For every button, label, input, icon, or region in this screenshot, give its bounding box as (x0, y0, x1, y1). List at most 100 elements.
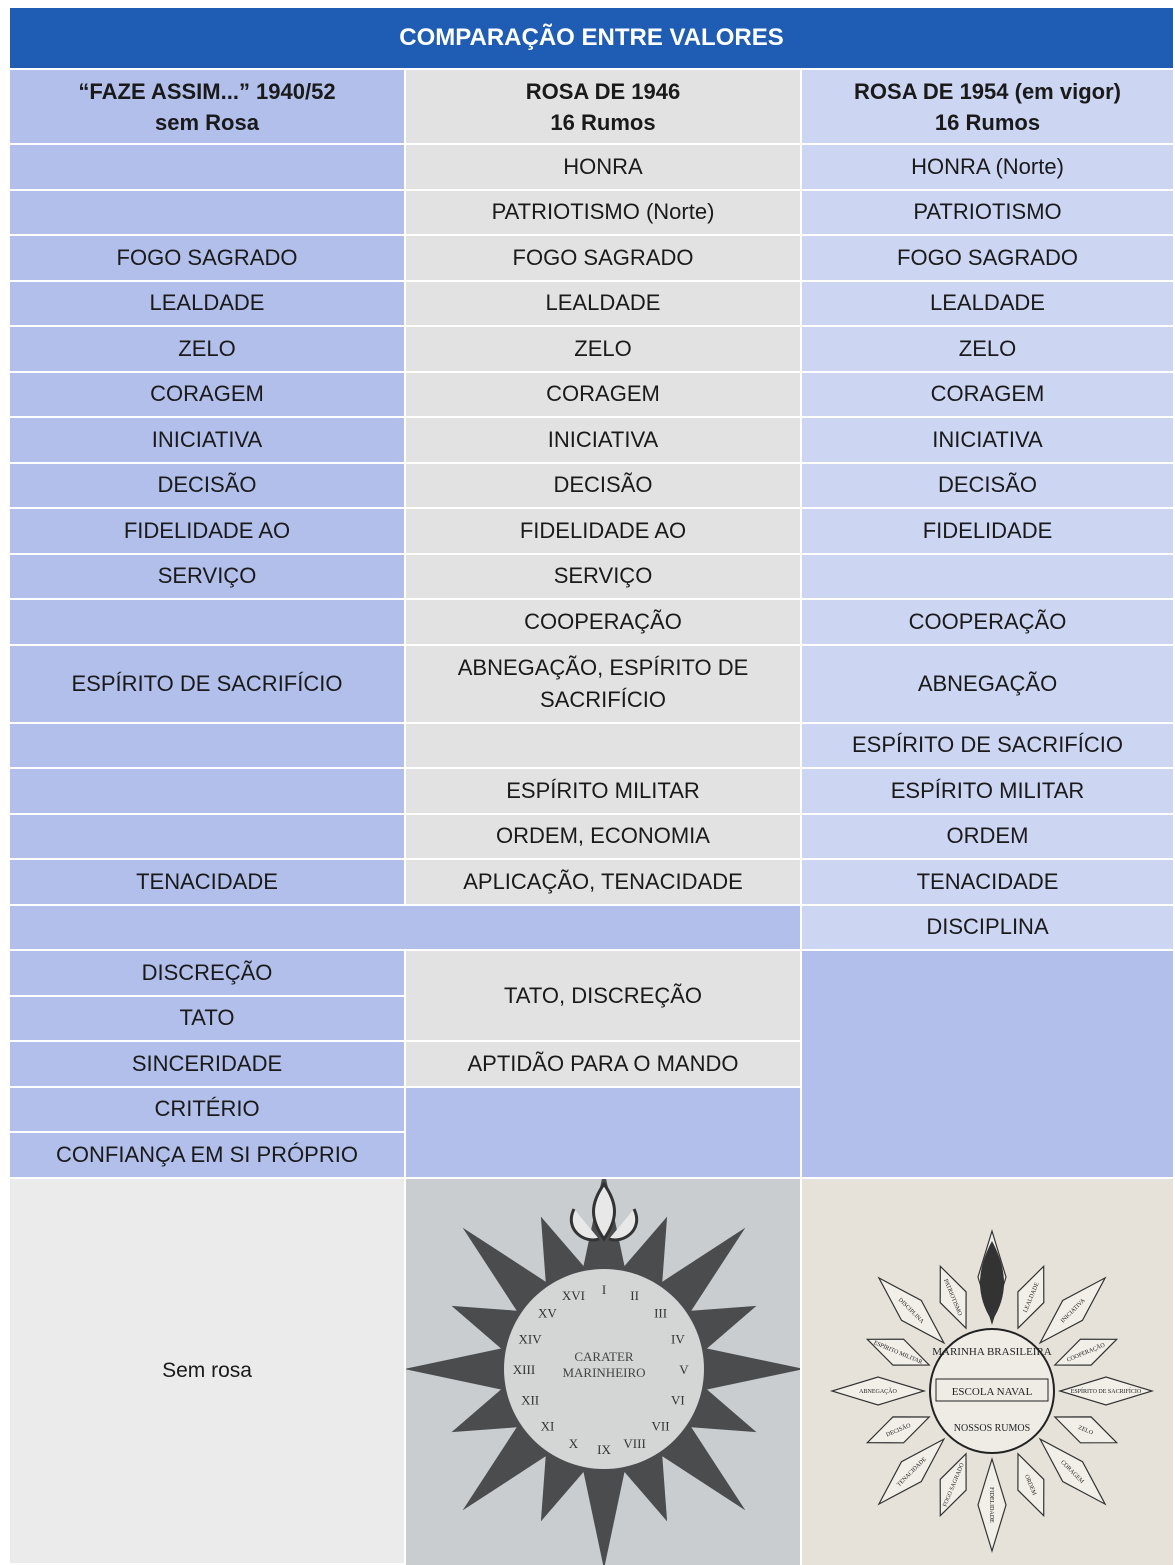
center-text: ESCOLA NAVAL (952, 1386, 1033, 1398)
table-cell: SERVIÇO (10, 554, 406, 600)
empty-cell (802, 951, 1175, 1179)
ray (1017, 1264, 1045, 1330)
dial-numeral: X (569, 1435, 579, 1450)
dial-numeral: XV (538, 1305, 557, 1320)
table-cell: ZELO (802, 327, 1175, 373)
column-title: ROSA DE 1954 (em vigor) (854, 78, 1121, 104)
dial-numeral: XIV (519, 1331, 543, 1346)
table-cell: DECISÃO (802, 463, 1175, 509)
image-caption: Sem rosa (10, 1178, 406, 1565)
ray (1017, 1451, 1045, 1517)
table-cell: TENACIDADE (10, 860, 406, 906)
table-cell: DISCREÇÃO (10, 951, 406, 997)
empty-cell (10, 145, 406, 191)
dial (504, 1268, 704, 1469)
ring-bottom-text: NOSSOS RUMOS (954, 1423, 1030, 1434)
dial-numeral: VIII (623, 1435, 645, 1450)
table-cell: TATO (10, 996, 406, 1042)
dial-center-text: MARINHEIRO (562, 1365, 645, 1380)
empty-cell (10, 769, 406, 815)
empty-cell (10, 905, 802, 951)
table-cell: INICIATIVA (10, 418, 406, 464)
table-title: COMPARAÇÃO ENTRE VALORES (10, 8, 1175, 70)
empty-cell (406, 1087, 802, 1179)
table-cell: FIDELIDADE (802, 509, 1175, 555)
ray-label: ESPÍRITO DE SACRIFÍCIO (1071, 1387, 1142, 1395)
table-cell: CONFIANÇA EM SI PRÓPRIO (10, 1133, 406, 1179)
table-cell: SINCERIDADE (10, 1042, 406, 1088)
dial-numeral: XIII (513, 1362, 535, 1377)
ray (1038, 1437, 1107, 1506)
table-cell: COOPERAÇÃO (406, 600, 802, 646)
ring-top-text: MARINHA BRASILEIRA (932, 1346, 1052, 1358)
ray (977, 1456, 1007, 1553)
ray (1053, 1415, 1119, 1443)
table-cell: LEALDADE (10, 281, 406, 327)
table-cell: ZELO (10, 327, 406, 373)
table-cell: HONRA (406, 145, 802, 191)
table-cell: LEALDADE (406, 281, 802, 327)
dial-numeral: VI (671, 1392, 685, 1407)
ray-label: ZELO (1077, 1425, 1094, 1437)
ray (877, 1275, 946, 1344)
column-subtitle: 16 Rumos (934, 109, 1041, 135)
table-cell: PATRIOTISMO (802, 190, 1175, 236)
dial-numeral: IX (597, 1442, 611, 1457)
table-cell: ESPÍRITO MILITAR (406, 769, 802, 815)
table-cell: FIDELIDADE AO (10, 509, 406, 555)
column-header: “FAZE ASSIM...” 1940/52 sem Rosa (10, 70, 406, 145)
dial-numeral: III (654, 1305, 667, 1320)
dial-numeral: I (602, 1282, 606, 1297)
table-cell: LEALDADE (802, 281, 1175, 327)
column-subtitle: sem Rosa (155, 109, 259, 135)
dial-numeral: VII (652, 1418, 670, 1433)
ray (1038, 1275, 1107, 1344)
ray-label: FIDELIDADE (988, 1487, 994, 1523)
table-cell: DECISÃO (406, 463, 802, 509)
center-band (935, 1378, 1049, 1401)
table-cell: APLICAÇÃO, TENACIDADE (406, 860, 802, 906)
ray (1057, 1375, 1155, 1406)
table-cell: ORDEM (802, 814, 1175, 860)
table-cell: ESPÍRITO MILITAR (802, 769, 1175, 815)
table-cell: APTIDÃO PARA O MANDO (406, 1042, 802, 1088)
empty-cell (10, 814, 406, 860)
column-subtitle: 16 Rumos (550, 109, 656, 135)
table-cell: ABNEGAÇÃO (802, 645, 1175, 724)
ray (939, 1451, 967, 1517)
dial-numeral: XI (541, 1418, 555, 1433)
table-cell: FOGO SAGRADO (406, 236, 802, 282)
table-cell: ESPÍRITO DE SACRIFÍCIO (10, 645, 406, 724)
ray (865, 1338, 931, 1366)
empty-cell (406, 723, 802, 769)
dial-numeral: XVI (562, 1288, 585, 1303)
table-cell: ABNEGAÇÃO, ESPÍRITO DE SACRIFÍCIO (406, 645, 802, 724)
table-cell: INICIATIVA (406, 418, 802, 464)
emblem (929, 1327, 1055, 1454)
compass-rose-image: I IIIIIIVVVIVIIVIIIIXXXIXIIXIIIXIVXVXVICA… (406, 1178, 802, 1565)
compass-rose-image: HONRALEALDADEINICIATIVACOOPERAÇÃOESPÍRIT… (802, 1178, 1175, 1565)
table-cell: INICIATIVA (802, 418, 1175, 464)
ray (1053, 1338, 1119, 1366)
column-title: ROSA DE 1946 (525, 78, 681, 104)
ray (877, 1437, 946, 1506)
table-cell: CORAGEM (802, 372, 1175, 418)
dial-numeral: IV (671, 1331, 685, 1346)
table-cell: DISCIPLINA (802, 905, 1175, 951)
table-cell: CORAGEM (406, 372, 802, 418)
table-cell: FIDELIDADE AO (406, 509, 802, 555)
fleur-de-lis (570, 1180, 638, 1242)
fleur-de-lis (980, 1240, 1004, 1321)
dial-numeral: II (630, 1288, 639, 1303)
column-title: “FAZE ASSIM...” 1940/52 (78, 78, 336, 104)
table-cell: HONRA (Norte) (802, 145, 1175, 191)
table-cell: CRITÉRIO (10, 1087, 406, 1133)
table-cell: FOGO SAGRADO (802, 236, 1175, 282)
table-cell: SERVIÇO (406, 554, 802, 600)
table-cell: CORAGEM (10, 372, 406, 418)
table-cell: ESPÍRITO DE SACRIFÍCIO (802, 723, 1175, 769)
table-cell: COOPERAÇÃO (802, 600, 1175, 646)
column-header: ROSA DE 1954 (em vigor) 16 Rumos (802, 70, 1175, 145)
dial-numeral: V (679, 1362, 689, 1377)
